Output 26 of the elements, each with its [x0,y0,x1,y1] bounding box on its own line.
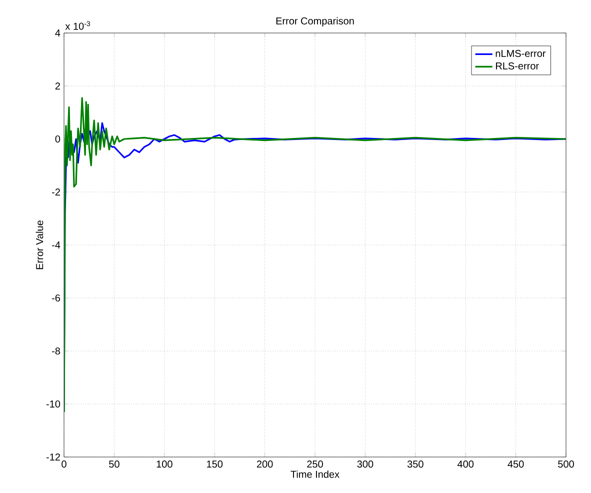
x-tick-label: 50 [109,460,120,468]
chart-title: Error Comparison [276,17,354,26]
x-tick-label: 400 [458,460,474,468]
y-tick-label: 2 [55,82,60,90]
x-axis-title: Time Index [290,470,340,478]
y-tick-label: 4 [55,30,60,36]
y-tick-label: -6 [52,294,60,302]
y-tick-label: 0 [55,135,60,143]
y-tick-label: -10 [46,400,60,408]
x-tick-label: 100 [156,460,172,468]
y-tick-label: -8 [52,347,60,355]
y-tick-label: -2 [52,188,60,196]
x-tick-label: 0 [62,460,66,468]
text: x 10$^{-3}$ [65,21,90,30]
y-axis-title: Error Value [36,220,44,270]
x-tick-label: 450 [508,460,524,468]
x-tick-label: 300 [357,460,374,468]
legend-label: RLS-error [496,62,539,70]
y-tick-label: -4 [52,242,60,248]
x-tick-label: 200 [256,460,273,468]
legend-label: nLMS-error [496,50,546,57]
x-tick-label: 150 [207,460,223,468]
x-tick-label: 500 [558,460,574,468]
x-tick-label: 350 [407,460,424,468]
y-tick-label: -12 [46,454,60,460]
x-tick-label: 250 [307,460,323,468]
